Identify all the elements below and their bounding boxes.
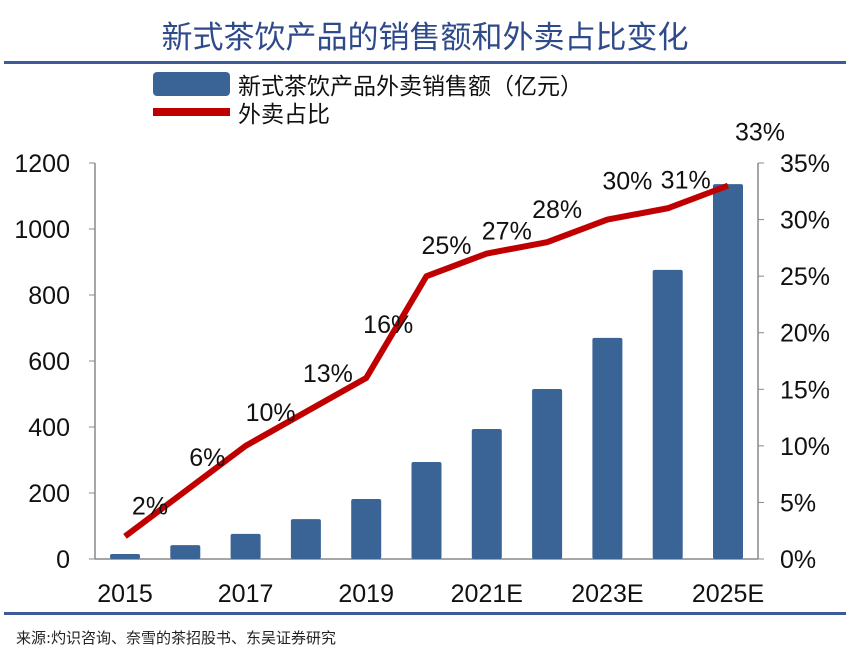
right-tick-label: 35% [780,150,830,178]
bar-2016 [170,545,201,559]
bar-2019 [351,498,382,559]
x-tick-label: 2023E [571,580,643,608]
x-tick-label: 2025E [692,580,764,608]
right-tick-label: 25% [780,263,830,291]
bar-2017 [230,533,261,559]
right-tick-label: 30% [780,207,830,235]
chart: 新式茶饮产品外卖销售额（亿元）外卖占比 0 200 400 600 800 1000 1200… [14,72,830,608]
bar-2021E [471,428,502,559]
x-tick-label: 2019 [338,580,394,608]
top-divider [4,61,846,64]
legend-line-swatch [153,108,230,116]
source-note: 来源:灼识咨询、奈雪的茶招股书、东吴证券研究 [16,629,337,647]
bar-2022E [532,389,563,559]
left-tick-label: 200 [28,480,70,508]
bar-2025E [713,184,743,559]
right-tick-label: 20% [780,320,830,348]
share-line [123,182,730,539]
data-label-2025E: 33% [735,119,785,147]
left-tick-label: 1000 [14,216,70,244]
data-label-2022E: 28% [532,196,582,224]
x-tick-label: 2017 [218,580,274,608]
legend-bar-label: 新式茶饮产品外卖销售额（亿元） [238,74,583,100]
data-label-2017: 10% [246,399,296,427]
data-label-2023E: 30% [602,168,652,196]
bar-2023E [592,337,623,559]
bottom-divider [4,612,846,615]
bar-2018 [290,519,321,559]
left-tick-label: 600 [28,348,70,376]
data-label-2015: 2% [132,492,168,520]
x-tick-label: 2021E [451,580,523,608]
data-label-2019: 16% [363,311,413,339]
right-tick-label: 5% [780,489,816,517]
right-tick-label: 0% [780,546,816,574]
bar-2020 [411,461,442,559]
bar-2015 [110,554,140,559]
data-label-2016: 6% [189,444,225,472]
data-label-2020: 25% [421,232,471,260]
right-tick-label: 10% [780,433,830,461]
data-label-2018: 13% [303,360,353,388]
left-tick-label: 800 [28,282,70,310]
left-tick-label: 1200 [14,150,70,178]
bar-2024E [652,269,683,559]
chart-title: 新式茶饮产品的销售额和外卖占比变化 [161,20,689,56]
legend-bar-swatch [153,72,230,96]
left-tick-label: 400 [28,414,70,442]
data-label-2024E: 31% [661,166,711,194]
data-label-2021E: 27% [482,218,532,246]
legend-line-label: 外卖占比 [238,102,330,128]
left-tick-label: 0 [56,546,70,574]
right-tick-label: 15% [780,376,830,404]
x-tick-label: 2015 [97,580,153,608]
